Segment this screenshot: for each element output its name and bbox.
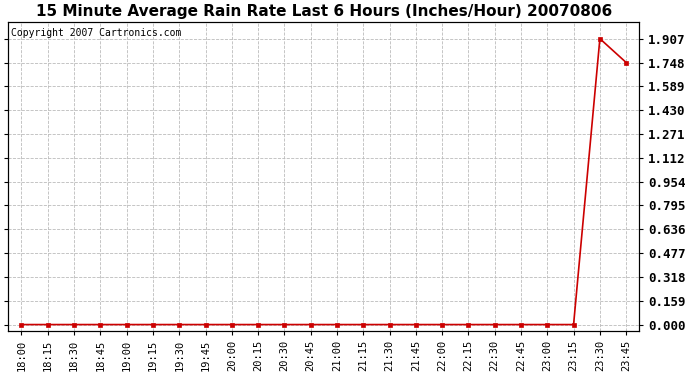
Text: Copyright 2007 Cartronics.com: Copyright 2007 Cartronics.com xyxy=(12,28,182,38)
Title: 15 Minute Average Rain Rate Last 6 Hours (Inches/Hour) 20070806: 15 Minute Average Rain Rate Last 6 Hours… xyxy=(36,4,612,19)
